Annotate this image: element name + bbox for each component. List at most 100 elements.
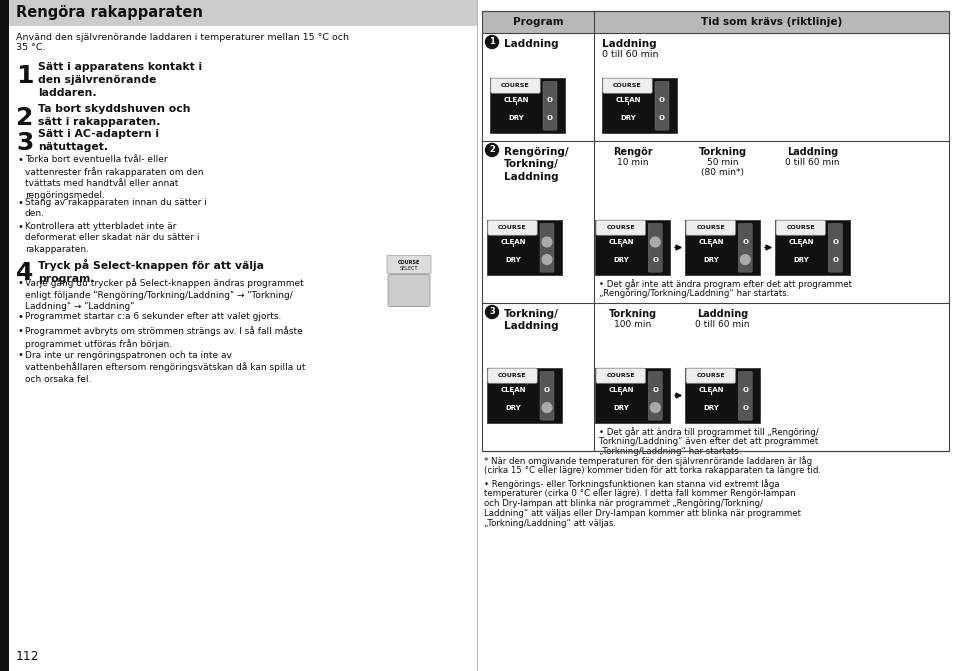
Text: 3: 3: [489, 307, 495, 317]
Text: 112: 112: [16, 650, 40, 663]
FancyBboxPatch shape: [487, 368, 537, 383]
FancyBboxPatch shape: [387, 256, 431, 274]
Text: „Rengöring/Torkning/Laddning“ har startats.: „Rengöring/Torkning/Laddning“ har starta…: [598, 289, 788, 298]
Text: Ta bort skyddshuven och
sätt i rakapparaten.: Ta bort skyddshuven och sätt i rakappara…: [38, 104, 191, 127]
Text: Använd den självrenörande laddaren i temperaturer mellan 15 °C och: Använd den självrenörande laddaren i tem…: [16, 33, 349, 42]
Text: DRY: DRY: [508, 115, 523, 121]
Bar: [775, 220, 849, 275]
Text: 0 till 60 min: 0 till 60 min: [695, 320, 749, 329]
Text: CLEAN: CLEAN: [500, 387, 525, 393]
Text: Rengör: Rengör: [612, 147, 652, 157]
Text: Rengöring/
Torkning/
Laddning: Rengöring/ Torkning/ Laddning: [503, 147, 568, 182]
Text: COURSE: COURSE: [397, 260, 419, 264]
Bar: [0, 0, 9, 671]
Text: temperaturer (cirka 0 °C eller lägre). I detta fall kommer Rengör-lampan: temperaturer (cirka 0 °C eller lägre). I…: [483, 489, 795, 498]
Bar: [9, 0, 476, 26]
Text: O: O: [659, 97, 664, 103]
Text: • Rengörings- eller Torkningsfunktionen kan stanna vid extremt låga: • Rengörings- eller Torkningsfunktionen …: [483, 479, 779, 489]
Text: O: O: [659, 115, 664, 121]
Text: Programmet avbryts om strömmen strängs av. I så fall måste
programmet utföras fr: Programmet avbryts om strömmen strängs a…: [25, 327, 302, 349]
Text: COURSE: COURSE: [785, 225, 814, 230]
Text: DRY: DRY: [619, 115, 636, 121]
Text: „Torkning/Laddning“ att väljas.: „Torkning/Laddning“ att väljas.: [483, 519, 616, 528]
Text: COURSE: COURSE: [497, 373, 526, 378]
Text: Laddning“ att väljas eller Dry-lampan kommer att blinka när programmet: Laddning“ att väljas eller Dry-lampan ko…: [483, 509, 801, 518]
Text: DRY: DRY: [793, 256, 808, 262]
Text: Sätt i AC-adaptern i
nätuttaget.: Sätt i AC-adaptern i nätuttaget.: [38, 129, 159, 152]
Text: •: •: [18, 312, 24, 322]
Text: 1: 1: [489, 38, 495, 46]
Text: Torkning: Torkning: [698, 147, 746, 157]
Text: O: O: [543, 387, 550, 393]
Text: DRY: DRY: [703, 256, 719, 262]
Text: 100 min: 100 min: [614, 320, 651, 329]
Text: CLEAN: CLEAN: [500, 239, 525, 245]
Bar: [486, 368, 561, 423]
Text: 3: 3: [16, 131, 33, 155]
FancyBboxPatch shape: [539, 223, 554, 272]
FancyBboxPatch shape: [487, 220, 537, 236]
Text: O: O: [652, 387, 658, 393]
Text: • Det går inte att ändra program efter det att programmet: • Det går inte att ändra program efter d…: [598, 279, 851, 289]
FancyBboxPatch shape: [388, 274, 430, 307]
Text: •: •: [18, 222, 24, 232]
Text: SELECT: SELECT: [399, 266, 417, 271]
Bar: [595, 220, 670, 275]
FancyBboxPatch shape: [738, 372, 752, 420]
Text: •: •: [18, 327, 24, 336]
FancyBboxPatch shape: [738, 223, 752, 272]
Circle shape: [485, 305, 498, 319]
Text: Laddning: Laddning: [503, 39, 558, 49]
Text: Programmet startar c:a 6 sekunder efter att valet gjorts.: Programmet startar c:a 6 sekunder efter …: [25, 312, 281, 321]
Text: CLEAN: CLEAN: [698, 387, 723, 393]
Text: 1: 1: [16, 64, 33, 88]
Text: * När den omgivande temperaturen för den självrenгörande laddaren är låg: * När den omgivande temperaturen för den…: [483, 456, 811, 466]
Text: och Dry-lampan att blinka när programmet „Rengöring/Torkning/: och Dry-lampan att blinka när programmet…: [483, 499, 762, 508]
Text: 4: 4: [16, 260, 33, 285]
Bar: [490, 78, 564, 133]
Bar: [481, 11, 948, 451]
Text: CLEAN: CLEAN: [503, 97, 529, 103]
Text: O: O: [546, 97, 553, 103]
Text: CLEAN: CLEAN: [698, 239, 723, 245]
Circle shape: [650, 403, 659, 413]
Text: Tid som krävs (riktlinje): Tid som krävs (riktlinje): [700, 17, 841, 27]
Circle shape: [541, 255, 551, 264]
Text: Sätt i apparatens kontakt i
den självrenörande
laddaren.: Sätt i apparatens kontakt i den självren…: [38, 62, 202, 99]
Text: CLEAN: CLEAN: [608, 387, 634, 393]
Text: DRY: DRY: [703, 405, 719, 411]
Text: CLEAN: CLEAN: [615, 97, 640, 103]
Circle shape: [740, 255, 749, 264]
Text: O: O: [652, 256, 658, 262]
Text: CLEAN: CLEAN: [788, 239, 814, 245]
Text: Stäng av rakapparaten innan du sätter i
den.: Stäng av rakapparaten innan du sätter i …: [25, 198, 207, 219]
Bar: [595, 368, 670, 423]
FancyBboxPatch shape: [648, 372, 661, 420]
Text: Torkning/Laddning“ även efter det att programmet: Torkning/Laddning“ även efter det att pr…: [598, 437, 818, 446]
Text: Laddning: Laddning: [601, 39, 656, 49]
Text: O: O: [546, 115, 553, 121]
Text: Dra inte ur rengöringspatronen och ta inte av
vattenbehållaren eftersom rengörin: Dra inte ur rengöringspatronen och ta in…: [25, 350, 305, 384]
Text: O: O: [741, 405, 747, 411]
FancyBboxPatch shape: [655, 81, 668, 130]
Text: (80 min*): (80 min*): [700, 168, 743, 177]
Circle shape: [541, 403, 551, 413]
Text: •: •: [18, 198, 24, 208]
Text: Torkning: Torkning: [608, 309, 656, 319]
FancyBboxPatch shape: [685, 220, 735, 236]
Text: • Det går att ändra till programmet till „Rengöring/: • Det går att ändra till programmet till…: [598, 427, 818, 437]
Text: 0 till 60 min: 0 till 60 min: [784, 158, 840, 167]
Text: Laddning: Laddning: [786, 147, 838, 157]
Text: COURSE: COURSE: [613, 83, 641, 88]
FancyBboxPatch shape: [602, 78, 652, 93]
Bar: [684, 220, 760, 275]
Text: O: O: [741, 387, 747, 393]
FancyBboxPatch shape: [490, 78, 539, 93]
Text: COURSE: COURSE: [500, 83, 529, 88]
Text: 10 min: 10 min: [617, 158, 648, 167]
Bar: [684, 368, 760, 423]
Bar: [486, 220, 561, 275]
Text: (cirka 15 °C eller lägre) kommer tiden för att torka rakapparaten ta längre tid.: (cirka 15 °C eller lägre) kommer tiden f…: [483, 466, 821, 475]
Text: Kontrollera att ytterbladet inte är
deformerat eller skadat när du sätter i
raka: Kontrollera att ytterbladet inte är defo…: [25, 222, 199, 254]
Text: O: O: [831, 256, 838, 262]
